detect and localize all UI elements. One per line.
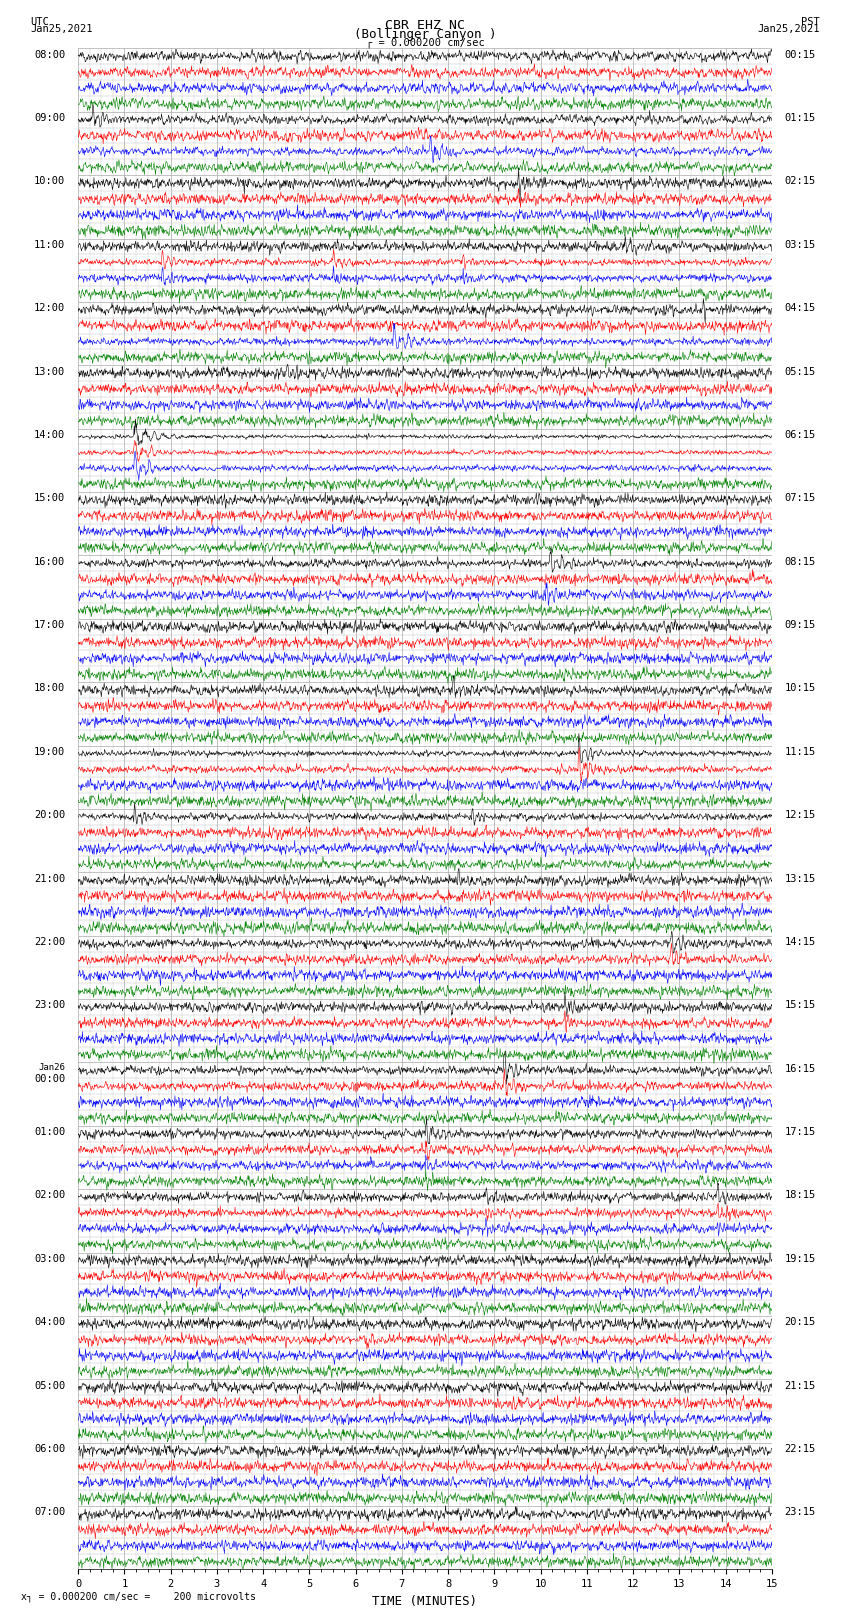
Text: 05:00: 05:00 <box>34 1381 65 1390</box>
Text: 15:00: 15:00 <box>34 494 65 503</box>
Text: 16:15: 16:15 <box>785 1063 816 1074</box>
Text: 12:00: 12:00 <box>34 303 65 313</box>
Text: 14:00: 14:00 <box>34 431 65 440</box>
Text: 00:00: 00:00 <box>34 1074 65 1084</box>
Text: 14:15: 14:15 <box>785 937 816 947</box>
Text: 06:00: 06:00 <box>34 1444 65 1453</box>
Text: UTC: UTC <box>31 18 49 27</box>
Text: 00:15: 00:15 <box>785 50 816 60</box>
Text: 10:00: 10:00 <box>34 176 65 187</box>
Text: ┌ = 0.000200 cm/sec: ┌ = 0.000200 cm/sec <box>366 37 484 48</box>
Text: (Bollinger Canyon ): (Bollinger Canyon ) <box>354 29 496 42</box>
Text: 21:00: 21:00 <box>34 874 65 884</box>
Text: 04:00: 04:00 <box>34 1318 65 1327</box>
Text: 01:00: 01:00 <box>34 1127 65 1137</box>
Text: 17:15: 17:15 <box>785 1127 816 1137</box>
Text: Jan25,2021: Jan25,2021 <box>31 24 94 34</box>
Text: 20:15: 20:15 <box>785 1318 816 1327</box>
Text: 16:00: 16:00 <box>34 556 65 566</box>
Text: 08:15: 08:15 <box>785 556 816 566</box>
Text: 06:15: 06:15 <box>785 431 816 440</box>
Text: 13:15: 13:15 <box>785 874 816 884</box>
Text: Jan25,2021: Jan25,2021 <box>756 24 819 34</box>
Text: PST: PST <box>801 18 819 27</box>
Text: 11:00: 11:00 <box>34 240 65 250</box>
Text: 04:15: 04:15 <box>785 303 816 313</box>
Text: CBR EHZ NC: CBR EHZ NC <box>385 19 465 32</box>
Text: 03:00: 03:00 <box>34 1253 65 1265</box>
Text: 13:00: 13:00 <box>34 366 65 376</box>
Text: 23:15: 23:15 <box>785 1507 816 1518</box>
Text: 22:00: 22:00 <box>34 937 65 947</box>
Text: 02:15: 02:15 <box>785 176 816 187</box>
Text: 18:15: 18:15 <box>785 1190 816 1200</box>
Text: 10:15: 10:15 <box>785 684 816 694</box>
Text: Jan26: Jan26 <box>38 1063 65 1073</box>
Text: 22:15: 22:15 <box>785 1444 816 1453</box>
Text: 02:00: 02:00 <box>34 1190 65 1200</box>
Text: 03:15: 03:15 <box>785 240 816 250</box>
Text: 09:00: 09:00 <box>34 113 65 123</box>
Text: 11:15: 11:15 <box>785 747 816 756</box>
Text: 07:15: 07:15 <box>785 494 816 503</box>
Text: 01:15: 01:15 <box>785 113 816 123</box>
Text: 21:15: 21:15 <box>785 1381 816 1390</box>
Text: 19:00: 19:00 <box>34 747 65 756</box>
X-axis label: TIME (MINUTES): TIME (MINUTES) <box>372 1595 478 1608</box>
Text: 23:00: 23:00 <box>34 1000 65 1010</box>
Text: 09:15: 09:15 <box>785 619 816 631</box>
Text: 18:00: 18:00 <box>34 684 65 694</box>
Text: 12:15: 12:15 <box>785 810 816 819</box>
Text: 08:00: 08:00 <box>34 50 65 60</box>
Text: 07:00: 07:00 <box>34 1507 65 1518</box>
Text: 15:15: 15:15 <box>785 1000 816 1010</box>
Text: 05:15: 05:15 <box>785 366 816 376</box>
Text: 19:15: 19:15 <box>785 1253 816 1265</box>
Text: x┐ = 0.000200 cm/sec =    200 microvolts: x┐ = 0.000200 cm/sec = 200 microvolts <box>21 1590 256 1602</box>
Text: 20:00: 20:00 <box>34 810 65 819</box>
Text: 17:00: 17:00 <box>34 619 65 631</box>
